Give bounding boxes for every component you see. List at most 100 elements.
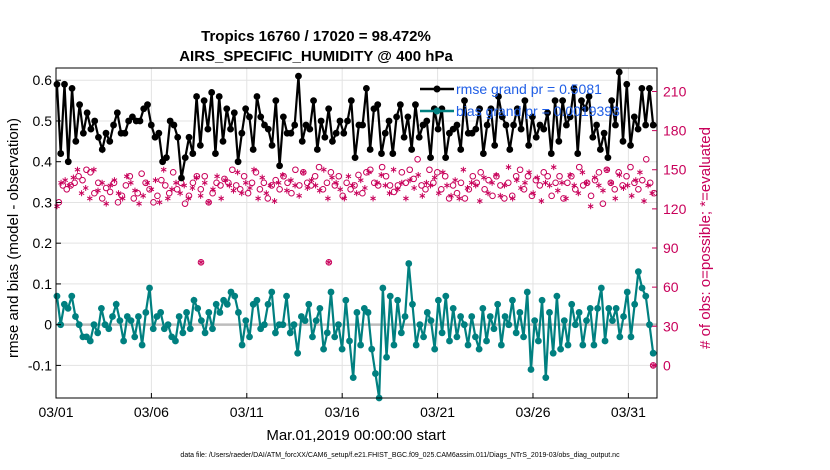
possible-obs-point — [94, 179, 102, 187]
bias-point — [520, 333, 527, 341]
rmse-point — [495, 93, 502, 100]
rmse-point — [521, 97, 529, 104]
possible-obs-point — [627, 163, 634, 171]
y-left-tick-label: 0 — [44, 317, 52, 333]
possible-obs-point — [378, 163, 386, 171]
evaluated-obs-point — [160, 166, 167, 173]
rmse-point — [121, 129, 129, 137]
evaluated-obs-point — [386, 190, 393, 197]
bias-point — [186, 325, 194, 333]
rmse-point — [223, 105, 231, 113]
rmse-point — [600, 129, 608, 137]
possible-obs-point — [169, 169, 177, 176]
rmse-point — [313, 146, 321, 153]
bias-point — [372, 370, 379, 377]
possible-obs-point — [556, 172, 563, 180]
rmse-point — [178, 174, 185, 182]
rmse-point — [551, 97, 559, 104]
rmse-point — [502, 121, 510, 129]
evaluated-obs-point — [127, 179, 134, 186]
evaluated-obs-point — [345, 173, 352, 180]
evaluated-obs-point — [279, 171, 286, 178]
rmse-point — [83, 109, 91, 117]
bias-point — [527, 366, 535, 373]
bias-point — [205, 309, 213, 316]
bias-point — [472, 333, 479, 341]
rmse-point — [234, 158, 242, 166]
possible-obs-point — [142, 179, 149, 187]
evaluated-obs-point — [308, 177, 315, 184]
bias-point — [468, 313, 476, 320]
possible-obs-point — [366, 166, 374, 174]
rmse-point — [412, 101, 419, 109]
possible-obs-point — [158, 176, 165, 184]
evaluated-obs-point — [624, 182, 631, 189]
evaluated-obs-point — [571, 182, 578, 189]
rmse-point — [578, 97, 585, 104]
rmse-point — [162, 154, 170, 162]
rmse-point — [415, 133, 423, 141]
bias-point — [423, 309, 431, 316]
legend: rmse grand pr = 0.5081 bias grand pr = 0… — [420, 81, 620, 119]
evaluated-obs-point — [193, 174, 200, 181]
evaluated-obs-point — [357, 177, 364, 184]
rmse-point — [400, 133, 408, 141]
evaluated-obs-point — [464, 185, 471, 191]
rmse-point — [378, 150, 385, 157]
y-right-tick-label: 210 — [663, 83, 687, 99]
evaluated-obs-point — [333, 179, 339, 186]
rmse-point — [64, 158, 72, 166]
evaluated-obs-point — [637, 169, 643, 176]
rmse-point — [529, 113, 536, 121]
possible-obs-point — [497, 182, 504, 189]
evaluated-obs-point — [259, 174, 266, 181]
bias-point — [405, 260, 413, 267]
bias-point — [486, 313, 494, 320]
possible-obs-point — [315, 163, 323, 171]
rmse-point — [272, 97, 280, 104]
evaluated-obs-point — [587, 203, 594, 210]
possible-obs-point — [575, 163, 583, 171]
possible-obs-point — [197, 186, 205, 193]
rmse-point — [385, 117, 393, 125]
bias-point — [157, 309, 165, 316]
possible-obs-point — [639, 176, 646, 184]
rmse-point — [95, 133, 102, 141]
bias-point — [612, 304, 620, 312]
evaluated-obs-point — [407, 177, 413, 184]
possible-obs-point — [611, 186, 619, 193]
bias-point — [312, 317, 320, 324]
rmse-point — [321, 133, 329, 141]
bias-point — [483, 337, 490, 345]
bias-point — [397, 329, 405, 337]
bias-point — [260, 321, 268, 329]
x-tick-label: 03/01 — [38, 404, 73, 420]
bias-point — [409, 300, 416, 308]
evaluated-obs-point — [608, 179, 615, 186]
evaluated-obs-point — [144, 179, 151, 186]
evaluated-obs-point — [148, 186, 155, 193]
rmse-point — [79, 129, 87, 137]
possible-obs-point — [138, 170, 145, 177]
bias-point — [149, 325, 157, 333]
bias-point — [190, 296, 198, 304]
x-tick-label: 03/26 — [515, 404, 550, 420]
possible-obs-point — [501, 195, 508, 202]
possible-obs-point — [552, 179, 559, 187]
bias-point — [109, 313, 116, 320]
rmse-point — [91, 117, 99, 125]
bias-point — [346, 337, 353, 345]
possible-obs-point — [248, 179, 256, 187]
evaluated-obs-point — [493, 171, 500, 178]
bias-point — [431, 345, 439, 353]
evaluated-obs-point — [181, 182, 188, 189]
possible-obs-point — [102, 184, 110, 192]
evaluated-obs-point — [255, 195, 261, 202]
evaluated-obs-point — [169, 186, 175, 193]
evaluated-obs-point — [103, 200, 110, 207]
evaluated-obs-point — [140, 192, 147, 199]
rmse-point — [585, 93, 593, 100]
bias-point — [246, 333, 253, 341]
evaluated-obs-point — [366, 169, 372, 176]
evaluated-obs-point — [99, 179, 105, 186]
